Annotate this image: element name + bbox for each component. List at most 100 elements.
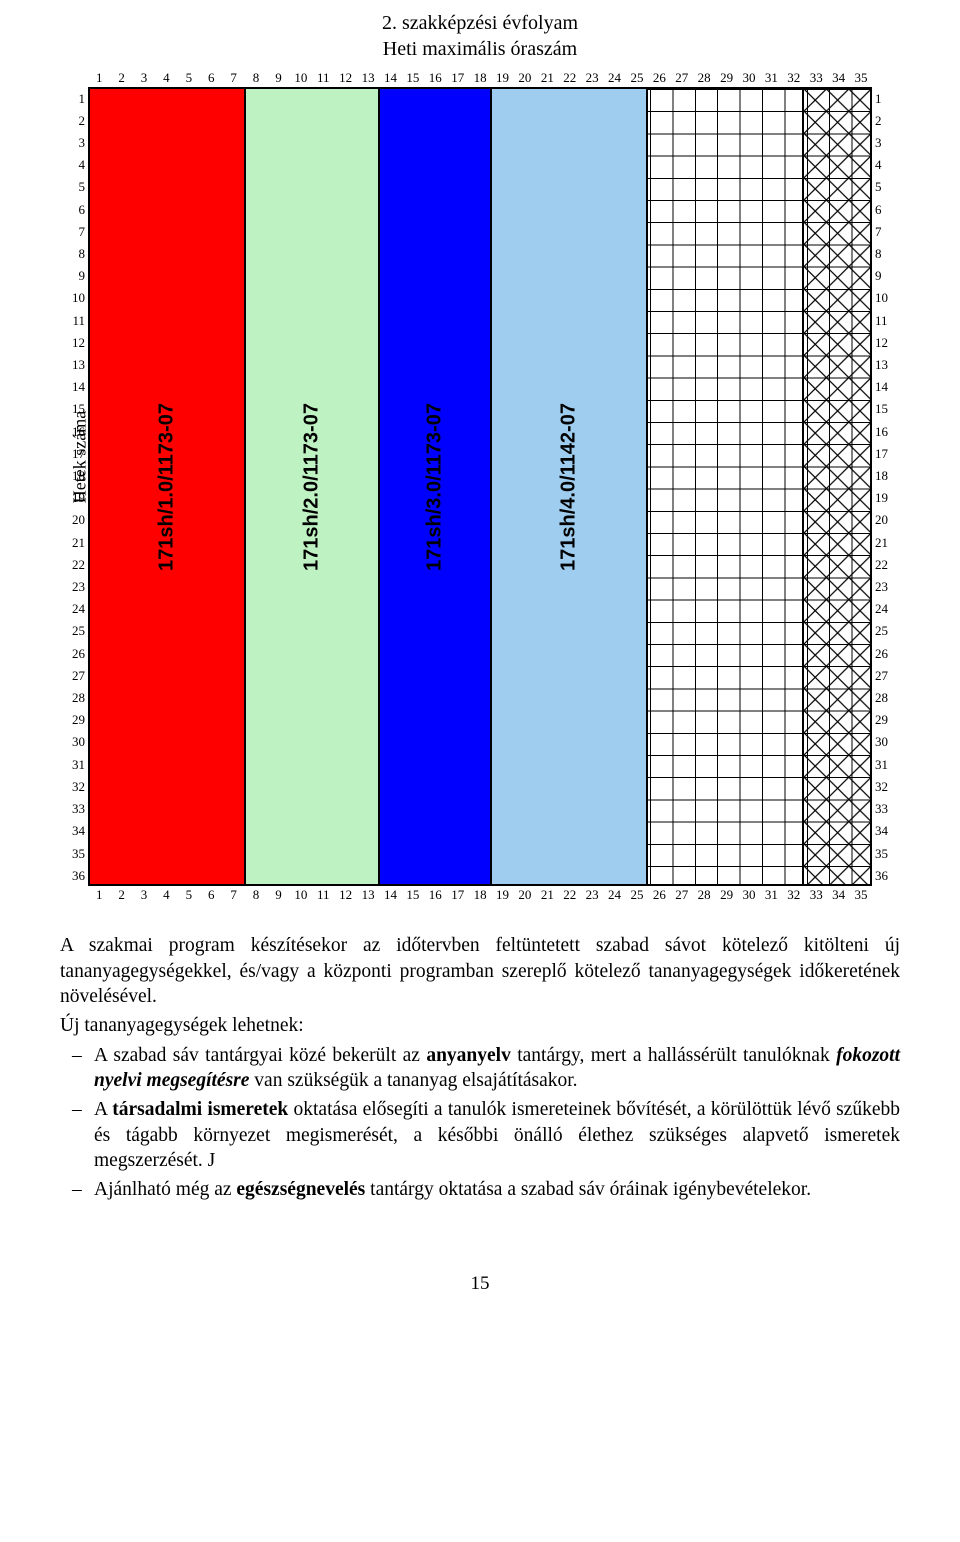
y-tick: 9 [60, 265, 88, 287]
x-tick: 31 [760, 887, 782, 903]
band-label: 171sh/4.0/1142-07 [558, 403, 581, 571]
x-tick: 13 [357, 70, 379, 86]
y-tick: 5 [60, 176, 88, 198]
paragraph-lead: Új tananyagegységek lehetnek: [60, 1013, 900, 1038]
x-tick: 16 [424, 887, 446, 903]
x-tick: 22 [559, 887, 581, 903]
y-tick: 32 [60, 775, 88, 797]
x-tick: 24 [603, 70, 625, 86]
y-tick: 7 [60, 220, 88, 242]
y-tick: 6 [60, 198, 88, 220]
y-tick: 36 [872, 864, 900, 886]
y-tick: 3 [60, 131, 88, 153]
band [804, 89, 870, 884]
x-tick: 33 [805, 887, 827, 903]
y-tick: 29 [872, 709, 900, 731]
x-tick: 35 [850, 887, 872, 903]
y-tick: 19 [872, 487, 900, 509]
x-tick: 19 [491, 887, 513, 903]
bullet-1: A szabad sáv tantárgyai közé bekerült az… [60, 1043, 900, 1094]
y-tick: 3 [872, 131, 900, 153]
y-tick: 25 [872, 620, 900, 642]
x-tick: 30 [738, 887, 760, 903]
x-tick: 24 [603, 887, 625, 903]
x-tick: 10 [290, 70, 312, 86]
x-tick: 17 [447, 887, 469, 903]
x-tick: 33 [805, 70, 827, 86]
x-tick: 27 [671, 70, 693, 86]
y-tick: 23 [872, 575, 900, 597]
band-label: 171sh/2.0/1173-07 [301, 403, 324, 571]
y-tick: 15 [872, 398, 900, 420]
x-tick: 30 [738, 70, 760, 86]
x-tick: 3 [133, 887, 155, 903]
chart-title-line1: 2. szakképzési évfolyam [382, 12, 578, 34]
x-tick: 2 [110, 887, 132, 903]
x-tick: 12 [334, 70, 356, 86]
y-tick: 31 [872, 753, 900, 775]
y-tick: 26 [872, 642, 900, 664]
x-tick: 7 [222, 70, 244, 86]
x-tick: 13 [357, 887, 379, 903]
y-tick: 27 [872, 664, 900, 686]
y-tick: 22 [60, 553, 88, 575]
band: 171sh/2.0/1173-07 [246, 89, 380, 884]
x-tick: 32 [783, 70, 805, 86]
y-tick: 34 [872, 820, 900, 842]
y-tick: 18 [872, 464, 900, 486]
chart-title-line2: Heti maximális óraszám [383, 38, 577, 60]
y-tick: 33 [872, 798, 900, 820]
y-tick: 25 [60, 620, 88, 642]
y-tick: 4 [60, 154, 88, 176]
y-tick: 1 [872, 87, 900, 109]
x-tick: 11 [312, 70, 334, 86]
x-tick: 11 [312, 887, 334, 903]
y-tick: 21 [60, 531, 88, 553]
y-tick: 32 [872, 775, 900, 797]
x-tick: 18 [469, 887, 491, 903]
y-tick: 17 [872, 442, 900, 464]
x-tick: 14 [379, 887, 401, 903]
band: 171sh/1.0/1173-07 [90, 89, 246, 884]
y-axis-right: 1234567891011121314151617181920212223242… [872, 87, 900, 886]
x-tick: 34 [827, 887, 849, 903]
x-tick: 26 [648, 887, 670, 903]
x-tick: 31 [760, 70, 782, 86]
paragraph-intro: A szakmai program készítésekor az időter… [60, 933, 900, 1009]
y-tick: 27 [60, 664, 88, 686]
y-tick: 29 [60, 709, 88, 731]
x-tick: 23 [581, 887, 603, 903]
x-tick: 19 [491, 70, 513, 86]
x-tick: 16 [424, 70, 446, 86]
x-tick: 2 [110, 70, 132, 86]
band-label: 171sh/3.0/1173-07 [424, 403, 447, 571]
x-tick: 34 [827, 70, 849, 86]
y-tick: 35 [60, 842, 88, 864]
x-tick: 4 [155, 70, 177, 86]
x-tick: 17 [447, 70, 469, 86]
x-tick: 35 [850, 70, 872, 86]
x-tick: 20 [514, 70, 536, 86]
bands-layer: 171sh/1.0/1173-07 171sh/2.0/1173-07 171sh/… [90, 89, 870, 884]
y-tick: 10 [872, 287, 900, 309]
x-tick: 9 [267, 70, 289, 86]
y-tick: 13 [872, 353, 900, 375]
x-tick: 23 [581, 70, 603, 86]
x-tick: 18 [469, 70, 491, 86]
body-text: A szakmai program készítésekor az időter… [60, 933, 900, 1202]
band-label: 171sh/1.0/1173-07 [156, 403, 179, 571]
y-tick: 24 [60, 598, 88, 620]
x-tick: 22 [559, 70, 581, 86]
y-tick: 5 [872, 176, 900, 198]
plot-area: 1234567891011121314151617181920212223242… [60, 87, 900, 886]
x-tick: 6 [200, 70, 222, 86]
x-tick: 26 [648, 70, 670, 86]
y-tick: 11 [872, 309, 900, 331]
bullet-3: Ajánlható még az egészségnevelés tantárg… [60, 1177, 900, 1202]
x-tick: 15 [402, 70, 424, 86]
x-tick: 8 [245, 70, 267, 86]
x-tick: 27 [671, 887, 693, 903]
x-tick: 29 [715, 887, 737, 903]
y-tick: 6 [872, 198, 900, 220]
y-tick: 2 [872, 109, 900, 131]
